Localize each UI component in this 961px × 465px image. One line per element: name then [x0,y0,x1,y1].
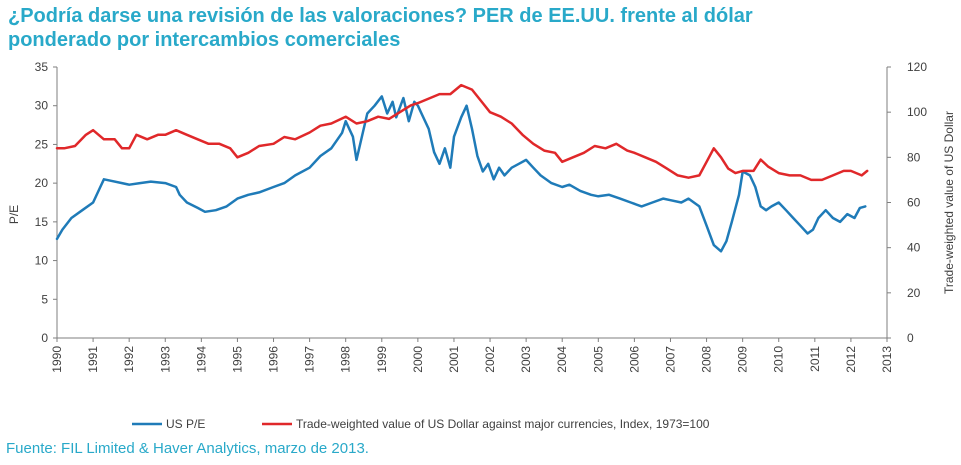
x-tick-label: 1999 [375,346,389,373]
y-left-tick-label: 20 [35,176,49,190]
y-left-tick-label: 35 [35,60,49,74]
chart-title: ¿Podría darse una revisión de las valora… [8,4,948,52]
x-tick-label: 1991 [86,346,100,373]
x-tick-label: 1997 [303,346,317,373]
series-line-us-pe [55,95,867,253]
legend-label-usd: Trade-weighted value of US Dollar agains… [296,417,710,431]
x-tick-label: 2008 [700,346,714,373]
x-tick-label: 2009 [736,346,750,373]
x-tick-label: 1992 [122,346,136,373]
y-right-tick-label: 20 [907,286,921,300]
y-left-tick-label: 5 [41,292,48,306]
y-right-tick-label: 80 [907,150,921,164]
chart-title-line-2: ponderado por intercambios comerciales [8,29,401,51]
x-tick-label: 1998 [339,346,353,373]
chart-axes [56,67,888,339]
y-right-tick-label: 120 [907,60,927,74]
x-tick-label: 2000 [411,346,425,373]
x-tick-label: 2006 [627,346,641,373]
y-left-tick-label: 0 [41,331,48,345]
x-tick-label: 2012 [844,346,858,373]
chart-ticks: 0 5 10 15 20 25 30 35 0 20 40 60 80 100 120 1990 1991 199… [35,60,928,373]
y-right-tick-label: 40 [907,241,921,255]
y-axis-left-title: P/E [7,205,21,224]
legend-label-us-pe: US P/E [166,417,205,431]
y-axis-right-title: Trade-weighted value of US Dollar [942,111,956,294]
x-tick-label: 2010 [772,346,786,373]
y-right-tick-label: 60 [907,196,921,210]
x-tick-label: 2011 [808,346,822,372]
y-right-tick-label: 0 [907,331,914,345]
chart-series [55,83,869,253]
x-tick-label: 2005 [591,346,605,373]
y-left-tick-label: 30 [35,99,49,113]
x-tick-label: 2007 [663,346,677,373]
x-tick-label: 1990 [50,346,64,373]
chart-title-line-1: ¿Podría darse una revisión de las valora… [8,5,753,27]
x-tick-label: 2004 [555,346,569,373]
x-tick-label: 2001 [447,346,461,373]
x-tick-label: 1994 [194,346,208,373]
series-line-usd [55,83,869,182]
x-tick-label: 1996 [267,346,281,373]
x-tick-label: 1995 [230,346,244,373]
pe-vs-dollar-chart: 0 5 10 15 20 25 30 35 0 20 40 60 80 100 120 1990 1991 199… [7,60,956,431]
y-left-tick-label: 25 [35,137,49,151]
x-tick-label: 1993 [158,346,172,373]
x-tick-label: 2013 [880,346,894,373]
x-tick-label: 2003 [519,346,533,373]
chart-legend: US P/E Trade-weighted value of US Dollar… [132,417,710,431]
y-right-tick-label: 100 [907,105,927,119]
y-left-tick-label: 10 [35,254,49,268]
source-note: Fuente: FIL Limited & Haver Analytics, m… [6,440,369,457]
x-tick-label: 2002 [483,346,497,373]
y-left-tick-label: 15 [35,215,49,229]
